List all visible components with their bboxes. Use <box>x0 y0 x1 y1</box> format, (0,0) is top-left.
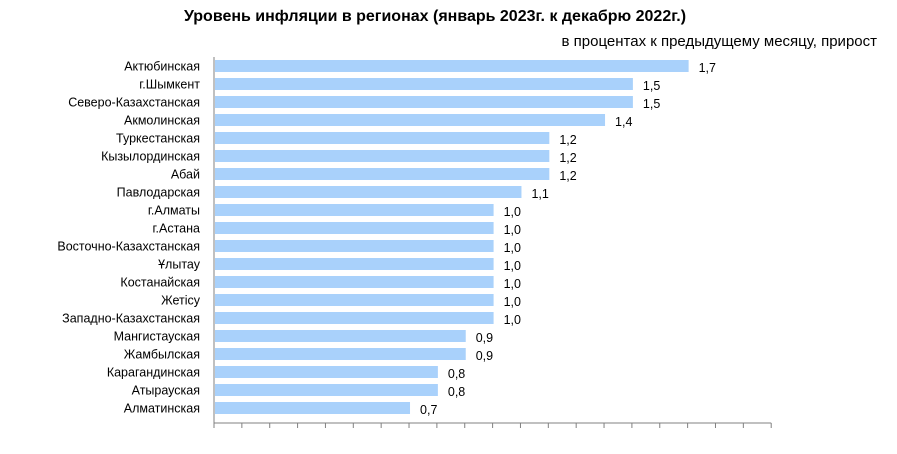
bar <box>215 114 606 126</box>
category-label: Туркестанская <box>116 132 200 146</box>
category-label: Кызылординская <box>101 150 200 164</box>
value-label: 0,8 <box>448 385 465 399</box>
value-label: 0,9 <box>476 331 493 345</box>
value-label: 1,7 <box>699 61 716 75</box>
bar <box>215 330 466 342</box>
bar <box>215 204 494 216</box>
value-label: 1,0 <box>504 223 521 237</box>
category-label: Алматинская <box>124 402 200 416</box>
bar <box>215 258 494 270</box>
category-label: Акмолинская <box>124 114 200 128</box>
value-label: 1,0 <box>504 295 521 309</box>
bar <box>215 96 633 108</box>
value-label: 1,0 <box>504 259 521 273</box>
value-label: 1,2 <box>559 151 576 165</box>
value-label: 1,0 <box>504 313 521 327</box>
category-label: Костанайская <box>120 276 200 290</box>
category-label: г.Алматы <box>148 204 200 218</box>
bar <box>215 186 522 198</box>
value-label: 1,0 <box>504 241 521 255</box>
bar <box>215 132 550 144</box>
value-label: 1,2 <box>559 169 576 183</box>
value-label: 0,7 <box>420 403 437 417</box>
category-label: Ұлытау <box>158 258 201 272</box>
bar <box>215 222 494 234</box>
bar <box>215 168 550 180</box>
bar <box>215 294 494 306</box>
category-label: Северо-Казахстанская <box>68 96 200 110</box>
bar <box>215 366 438 378</box>
value-label: 1,0 <box>504 205 521 219</box>
value-label: 1,5 <box>643 79 660 93</box>
category-label: Карагандинская <box>107 366 200 380</box>
chart-subtitle: в процентах к предыдущему месяцу, прирос… <box>561 33 877 50</box>
category-label: Жетісу <box>161 294 201 308</box>
value-label: 1,2 <box>559 133 576 147</box>
category-label: Абай <box>171 168 200 182</box>
value-label: 1,4 <box>615 115 632 129</box>
category-label: Западно-Казахстанская <box>62 312 200 326</box>
category-label: Жамбылская <box>124 348 200 362</box>
category-label: Мангистауская <box>114 330 200 344</box>
bar <box>215 384 438 396</box>
category-label: Актюбинская <box>124 60 200 74</box>
bar <box>215 348 466 360</box>
category-label: г.Астана <box>153 222 201 236</box>
chart-title: Уровень инфляции в регионах (январь 2023… <box>183 8 687 25</box>
value-label: 0,9 <box>476 349 493 363</box>
bar <box>215 402 411 414</box>
bar <box>215 312 494 324</box>
bar <box>215 78 633 90</box>
value-label: 1,0 <box>504 277 521 291</box>
category-label: Атырауская <box>132 384 200 398</box>
value-label: 1,1 <box>531 187 548 201</box>
category-label: Павлодарская <box>117 186 200 200</box>
bar <box>215 150 550 162</box>
category-label: г.Шымкент <box>139 78 200 92</box>
bar <box>215 276 494 288</box>
value-label: 0,8 <box>448 367 465 381</box>
value-label: 1,5 <box>643 97 660 111</box>
bar <box>215 60 689 72</box>
bar <box>215 240 494 252</box>
category-label: Восточно-Казахстанская <box>57 240 200 254</box>
